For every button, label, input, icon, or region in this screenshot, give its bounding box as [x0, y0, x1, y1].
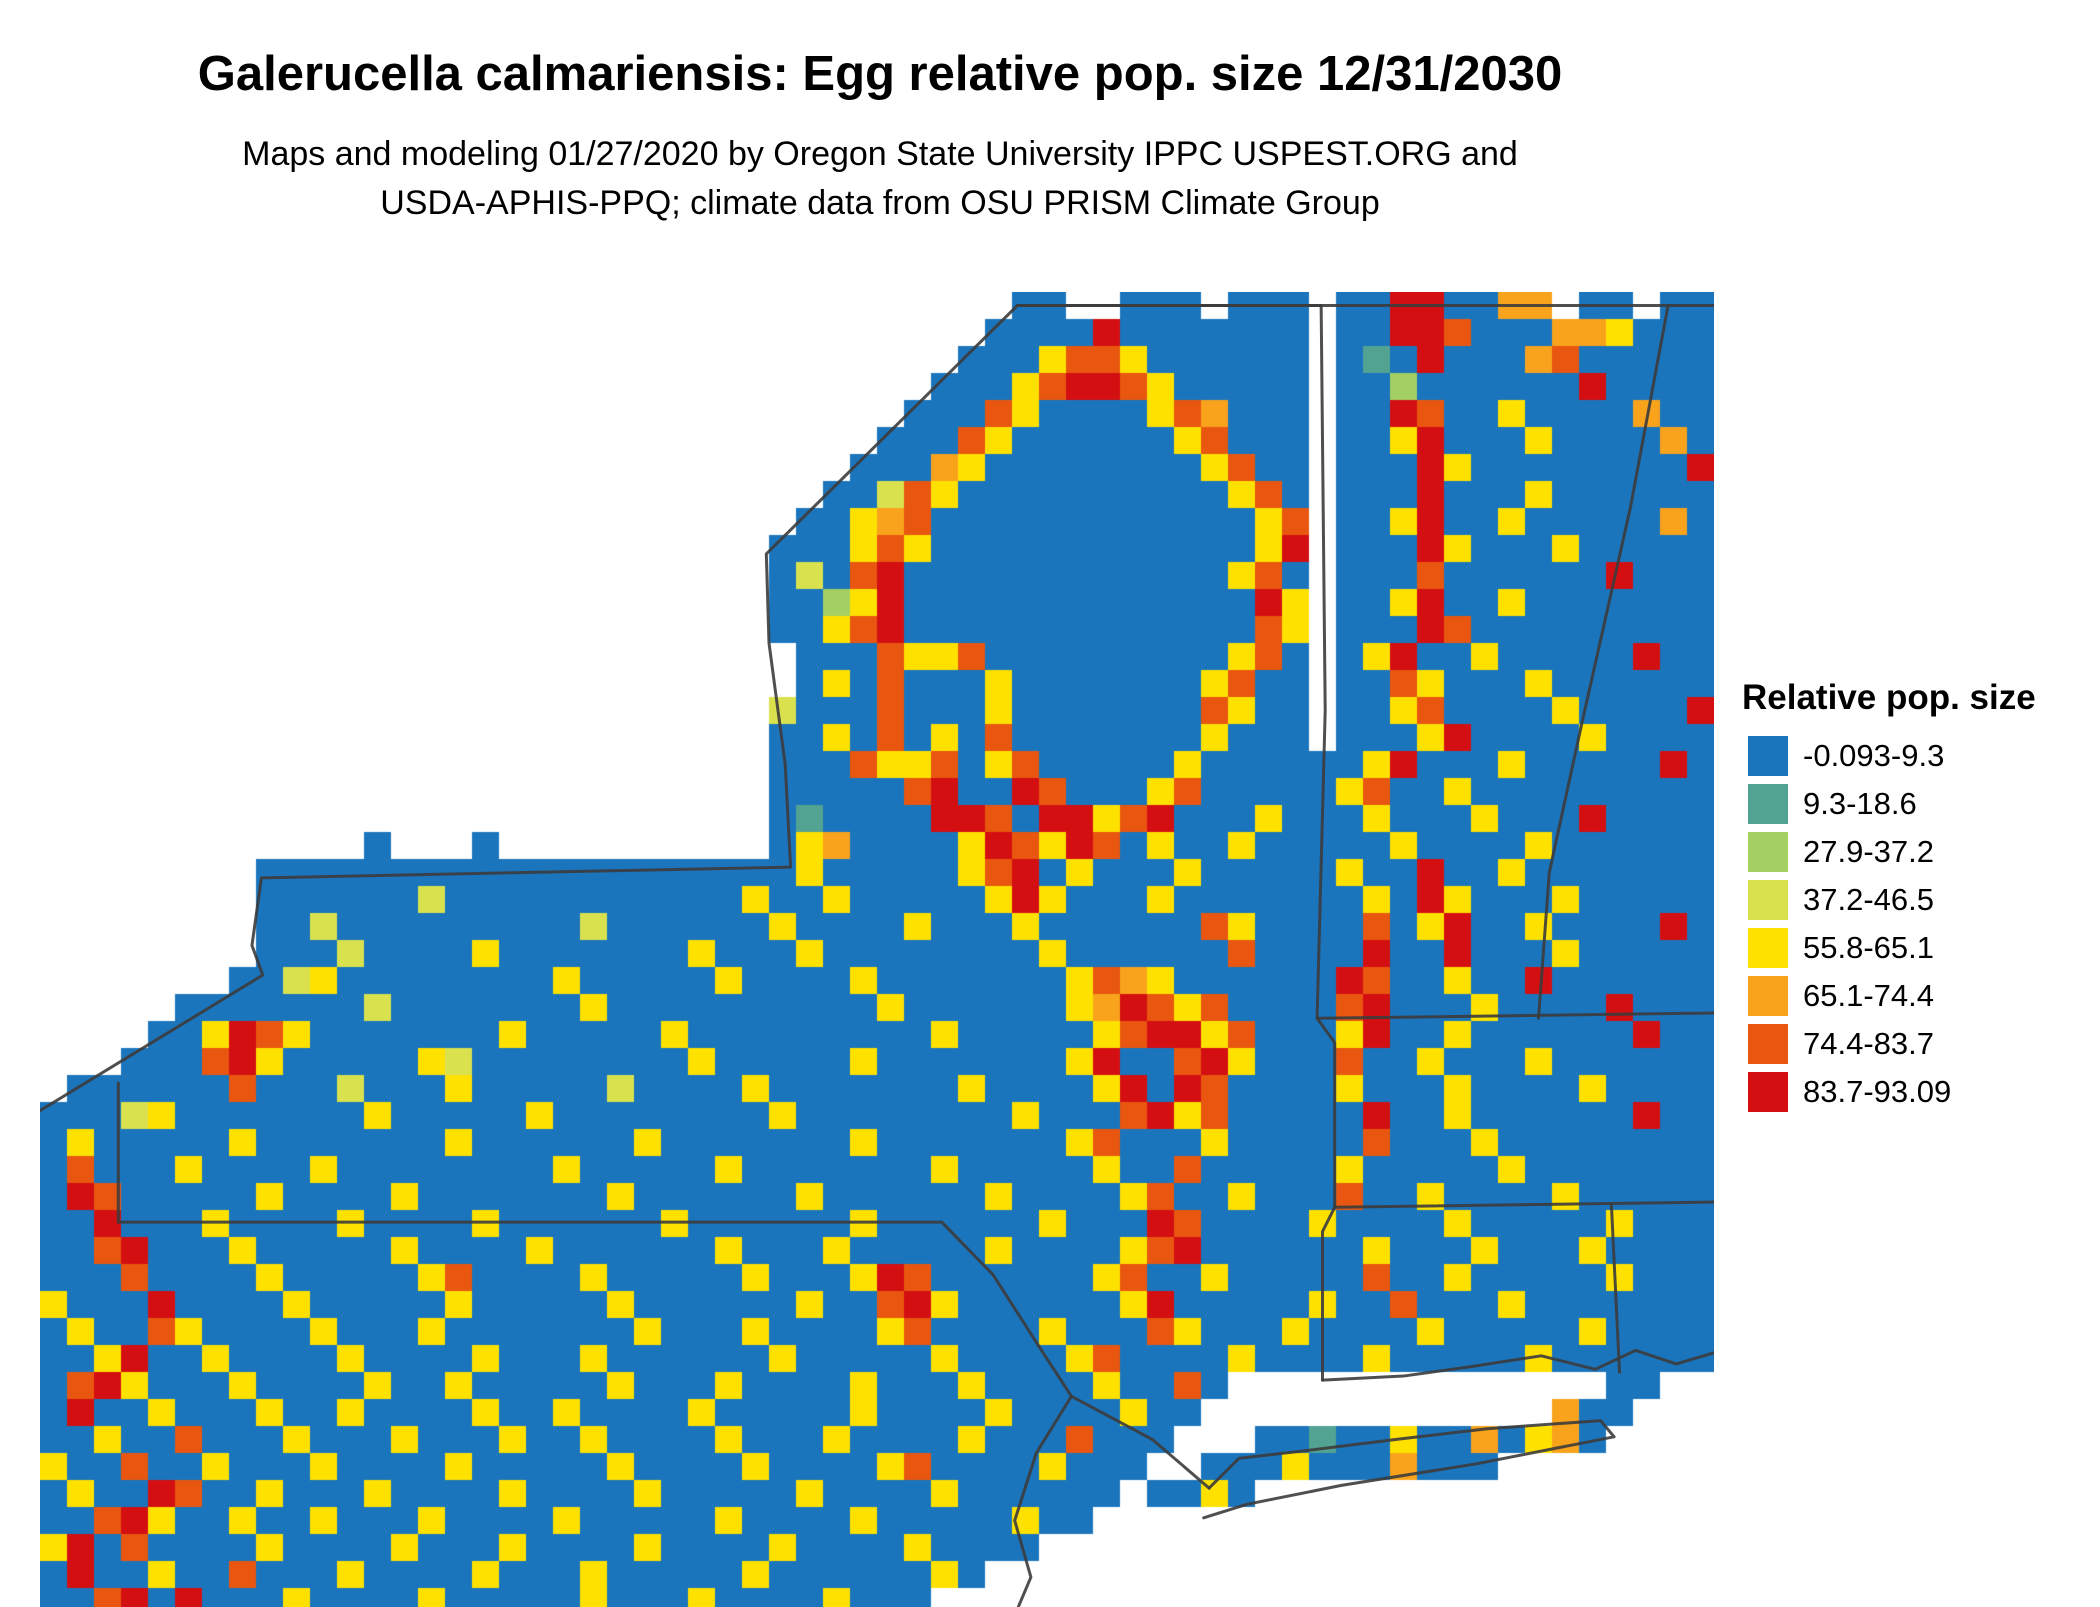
- legend-row: 74.4-83.7: [1748, 1024, 2092, 1064]
- legend-label: 74.4-83.7: [1803, 1026, 1934, 1061]
- legend-row: 55.8-65.1: [1748, 928, 2092, 968]
- page-title: Galerucella calmariensis: Egg relative p…: [197, 47, 1563, 101]
- legend-title: Relative pop. size: [1742, 678, 2036, 717]
- legend-swatch-teal: [1748, 784, 1788, 824]
- legend-swatch-yellow-green: [1748, 880, 1788, 920]
- legend-label: 37.2-46.5: [1803, 882, 1934, 917]
- legend-label: 9.3-18.6: [1803, 786, 1917, 821]
- legend-row: 65.1-74.4: [1748, 976, 2092, 1016]
- legend-swatch-red: [1748, 1072, 1788, 1112]
- legend-swatch-light-green: [1748, 832, 1788, 872]
- legend-row: 83.7-93.09: [1748, 1072, 2092, 1112]
- legend-row: 27.9-37.2: [1748, 832, 2092, 872]
- header: Galerucella calmariensis: Egg relative p…: [30, 46, 1730, 229]
- legend-label: 27.9-37.2: [1803, 834, 1934, 869]
- legend-row: 9.3-18.6: [1748, 784, 2092, 824]
- map-area: [40, 292, 1714, 1607]
- legend-label: 83.7-93.09: [1803, 1074, 1952, 1109]
- map-raster: [40, 292, 1714, 1607]
- subtitle-line-1: Maps and modeling 01/27/2020 by Oregon S…: [242, 135, 1518, 173]
- legend-swatch-red-orange: [1748, 1024, 1788, 1064]
- legend-swatch-orange: [1748, 976, 1788, 1016]
- legend-label: 55.8-65.1: [1803, 930, 1934, 965]
- legend-label: 65.1-74.4: [1803, 978, 1934, 1013]
- legend-row: 37.2-46.5: [1748, 880, 2092, 920]
- legend-swatch-yellow: [1748, 928, 1788, 968]
- legend-swatch-blue: [1748, 736, 1788, 776]
- legend-label: -0.093-9.3: [1803, 738, 1945, 773]
- legend: Relative pop. size -0.093-9.3 9.3-18.6 2…: [1742, 678, 2092, 1120]
- subtitle-line-2: USDA-APHIS-PPQ; climate data from OSU PR…: [380, 184, 1380, 223]
- state-boundaries: [40, 304, 1714, 1607]
- legend-row: -0.093-9.3: [1748, 736, 2092, 776]
